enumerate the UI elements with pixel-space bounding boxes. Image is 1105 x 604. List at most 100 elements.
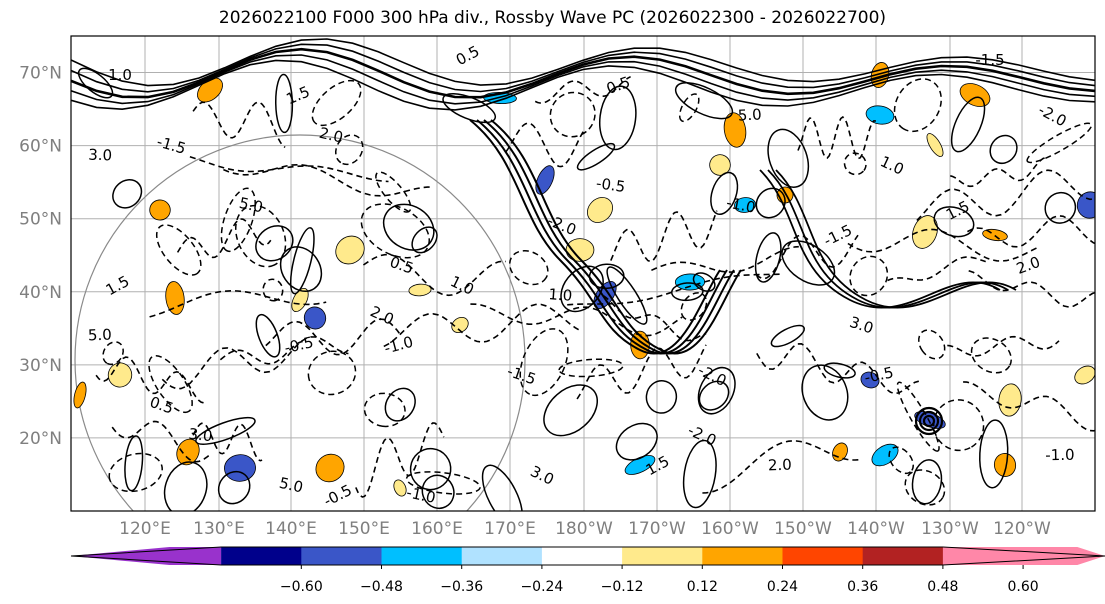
contour-line: [411, 226, 438, 254]
contour-line: [195, 416, 256, 445]
contour-line-negative: [108, 452, 163, 493]
contour-line-negative: [888, 446, 914, 475]
contour-label: 5.0: [277, 474, 304, 497]
contour-line: [606, 266, 648, 325]
contour-line: [588, 263, 625, 290]
contour-line: [698, 380, 730, 411]
lon-label: 130°E: [193, 519, 245, 539]
contour-line: [409, 447, 452, 491]
contour-line: [421, 474, 455, 510]
colorbar-segment: [862, 547, 944, 565]
lon-label: 150°W: [774, 519, 832, 539]
colorbar-segment: [381, 547, 463, 565]
contour-line-negative: [567, 273, 782, 306]
contour-line-negative: [968, 269, 1095, 308]
contour-line-negative: [1026, 122, 1093, 164]
contour-line-negative: [234, 204, 287, 268]
contour-line-negative: [917, 329, 946, 360]
contour-line-negative: [603, 295, 707, 342]
contour-line-negative: [702, 440, 860, 494]
contour-line: [481, 464, 523, 511]
contour-line-negative: [307, 350, 357, 396]
contour-line: [682, 439, 717, 509]
colorbar-tick-label: 0.36: [847, 579, 878, 595]
contour-line: [543, 384, 598, 437]
contour-line: [384, 387, 416, 422]
contour-line: [483, 119, 735, 355]
contour-line-negative: [755, 234, 859, 280]
colorbar: −0.60 −0.48 −0.36 −0.24 −0.12 0.12 0.24 0.36 0.4…: [70, 546, 1105, 595]
contour-line: [255, 225, 294, 262]
contour-label: -0.5: [863, 363, 895, 387]
anomaly-blob: [291, 287, 309, 313]
contour-line: [710, 171, 739, 215]
anomaly-blob: [912, 215, 938, 249]
contour-line-negative: [970, 337, 1012, 374]
colorbar-segment: [541, 547, 623, 565]
contour-line-negative: [947, 335, 1060, 357]
lat-label: 40°N: [19, 283, 62, 303]
contour-line: [71, 43, 1095, 93]
anomaly-blob: [149, 199, 171, 221]
lon-label: 120°W: [993, 519, 1051, 539]
contour-line-negative: [262, 278, 284, 302]
contour-line: [770, 324, 806, 348]
colorbar-segment: [301, 547, 383, 565]
contour-line: [71, 47, 1095, 99]
contour-line-negative: [95, 356, 205, 404]
colorbar-outline: [70, 546, 1105, 566]
contour-line-negative: [849, 255, 889, 297]
contour-line-negative: [148, 355, 193, 414]
lon-label: 160°W: [701, 519, 759, 539]
colorbar-tick-label: 0.48: [927, 579, 958, 595]
contour-line: [112, 179, 143, 209]
contour-line-negative: [405, 471, 481, 495]
contour-label: 2.0: [317, 124, 344, 147]
lon-label: 150°E: [338, 519, 390, 539]
colorbar-extend-min: [71, 547, 222, 565]
contour-label: 2.0: [768, 456, 792, 475]
contour-line: [754, 232, 782, 283]
contour-line: [163, 461, 208, 511]
anomaly-blob: [734, 197, 756, 213]
contour-line-negative: [470, 303, 683, 337]
contour-line: [615, 422, 658, 461]
contour-line-negative: [111, 420, 213, 463]
map-frame: [70, 35, 1096, 512]
anomaly-blob: [674, 273, 706, 291]
contour-line: [576, 142, 616, 171]
contour-line: [775, 169, 1017, 309]
anomaly-blob: [587, 197, 613, 223]
anomaly-blob: [73, 381, 87, 409]
contour-line: [71, 38, 1095, 87]
contour-line-negative: [383, 303, 581, 348]
lon-label: 120°E: [119, 519, 171, 539]
contour-line-negative: [192, 422, 263, 462]
lon-label: 180°W: [555, 519, 613, 539]
lon-label: 160°E: [411, 519, 463, 539]
lat-label: 20°N: [19, 429, 62, 449]
contour-line: [989, 134, 1018, 165]
colorbar-tick-label: −0.60: [280, 579, 323, 595]
contour-line: [918, 410, 940, 432]
lat-label: 50°N: [19, 210, 62, 230]
contour-line: [124, 435, 144, 492]
anomaly-blob: [451, 316, 469, 334]
contour-line-negative: [887, 256, 986, 282]
contour-line-negative: [549, 91, 596, 138]
anomaly-blob: [1076, 191, 1095, 219]
contour-label: 3.0: [188, 425, 214, 445]
colorbar-segment: [622, 547, 703, 565]
contour-line: [255, 313, 281, 358]
contour-label: -0.5: [595, 174, 627, 196]
contour-line: [217, 470, 251, 505]
colorbar-tick-label: −0.48: [360, 579, 403, 595]
anomaly-blob: [535, 165, 555, 195]
contour-line-negative: [155, 224, 202, 276]
contour-line: [476, 119, 728, 355]
anomaly-blob: [926, 133, 944, 157]
colorbar-segment: [221, 547, 302, 565]
colorbar-tick-label: 0.24: [767, 579, 798, 595]
lon-label: 170°E: [484, 519, 536, 539]
